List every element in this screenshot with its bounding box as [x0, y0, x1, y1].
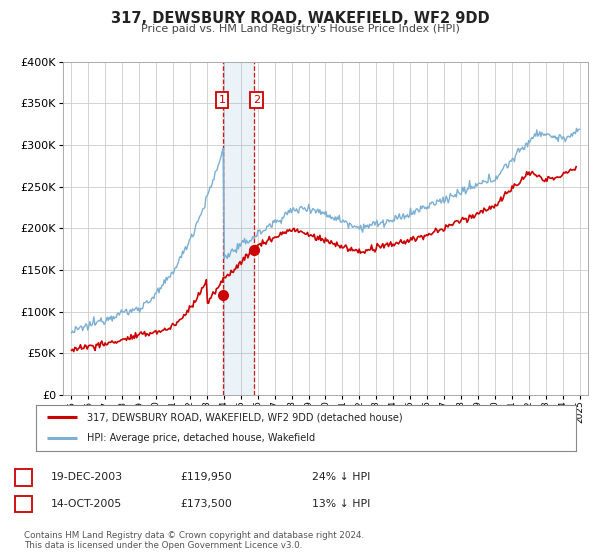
Text: 1: 1: [218, 95, 226, 105]
Bar: [223, 62, 254, 395]
Text: 1: 1: [20, 472, 27, 482]
Text: 2: 2: [20, 499, 27, 509]
Text: 317, DEWSBURY ROAD, WAKEFIELD, WF2 9DD (detached house): 317, DEWSBURY ROAD, WAKEFIELD, WF2 9DD (…: [88, 412, 403, 422]
Text: 14-OCT-2005: 14-OCT-2005: [51, 499, 122, 509]
Text: Price paid vs. HM Land Registry's House Price Index (HPI): Price paid vs. HM Land Registry's House …: [140, 24, 460, 34]
Text: £119,950: £119,950: [180, 472, 232, 482]
Text: 317, DEWSBURY ROAD, WAKEFIELD, WF2 9DD: 317, DEWSBURY ROAD, WAKEFIELD, WF2 9DD: [110, 11, 490, 26]
Text: Contains HM Land Registry data © Crown copyright and database right 2024.
This d: Contains HM Land Registry data © Crown c…: [24, 531, 364, 550]
Text: 19-DEC-2003: 19-DEC-2003: [51, 472, 123, 482]
Text: £173,500: £173,500: [180, 499, 232, 509]
Text: 2: 2: [253, 95, 260, 105]
Text: 24% ↓ HPI: 24% ↓ HPI: [312, 472, 370, 482]
Text: 13% ↓ HPI: 13% ↓ HPI: [312, 499, 370, 509]
Text: HPI: Average price, detached house, Wakefield: HPI: Average price, detached house, Wake…: [88, 433, 316, 444]
